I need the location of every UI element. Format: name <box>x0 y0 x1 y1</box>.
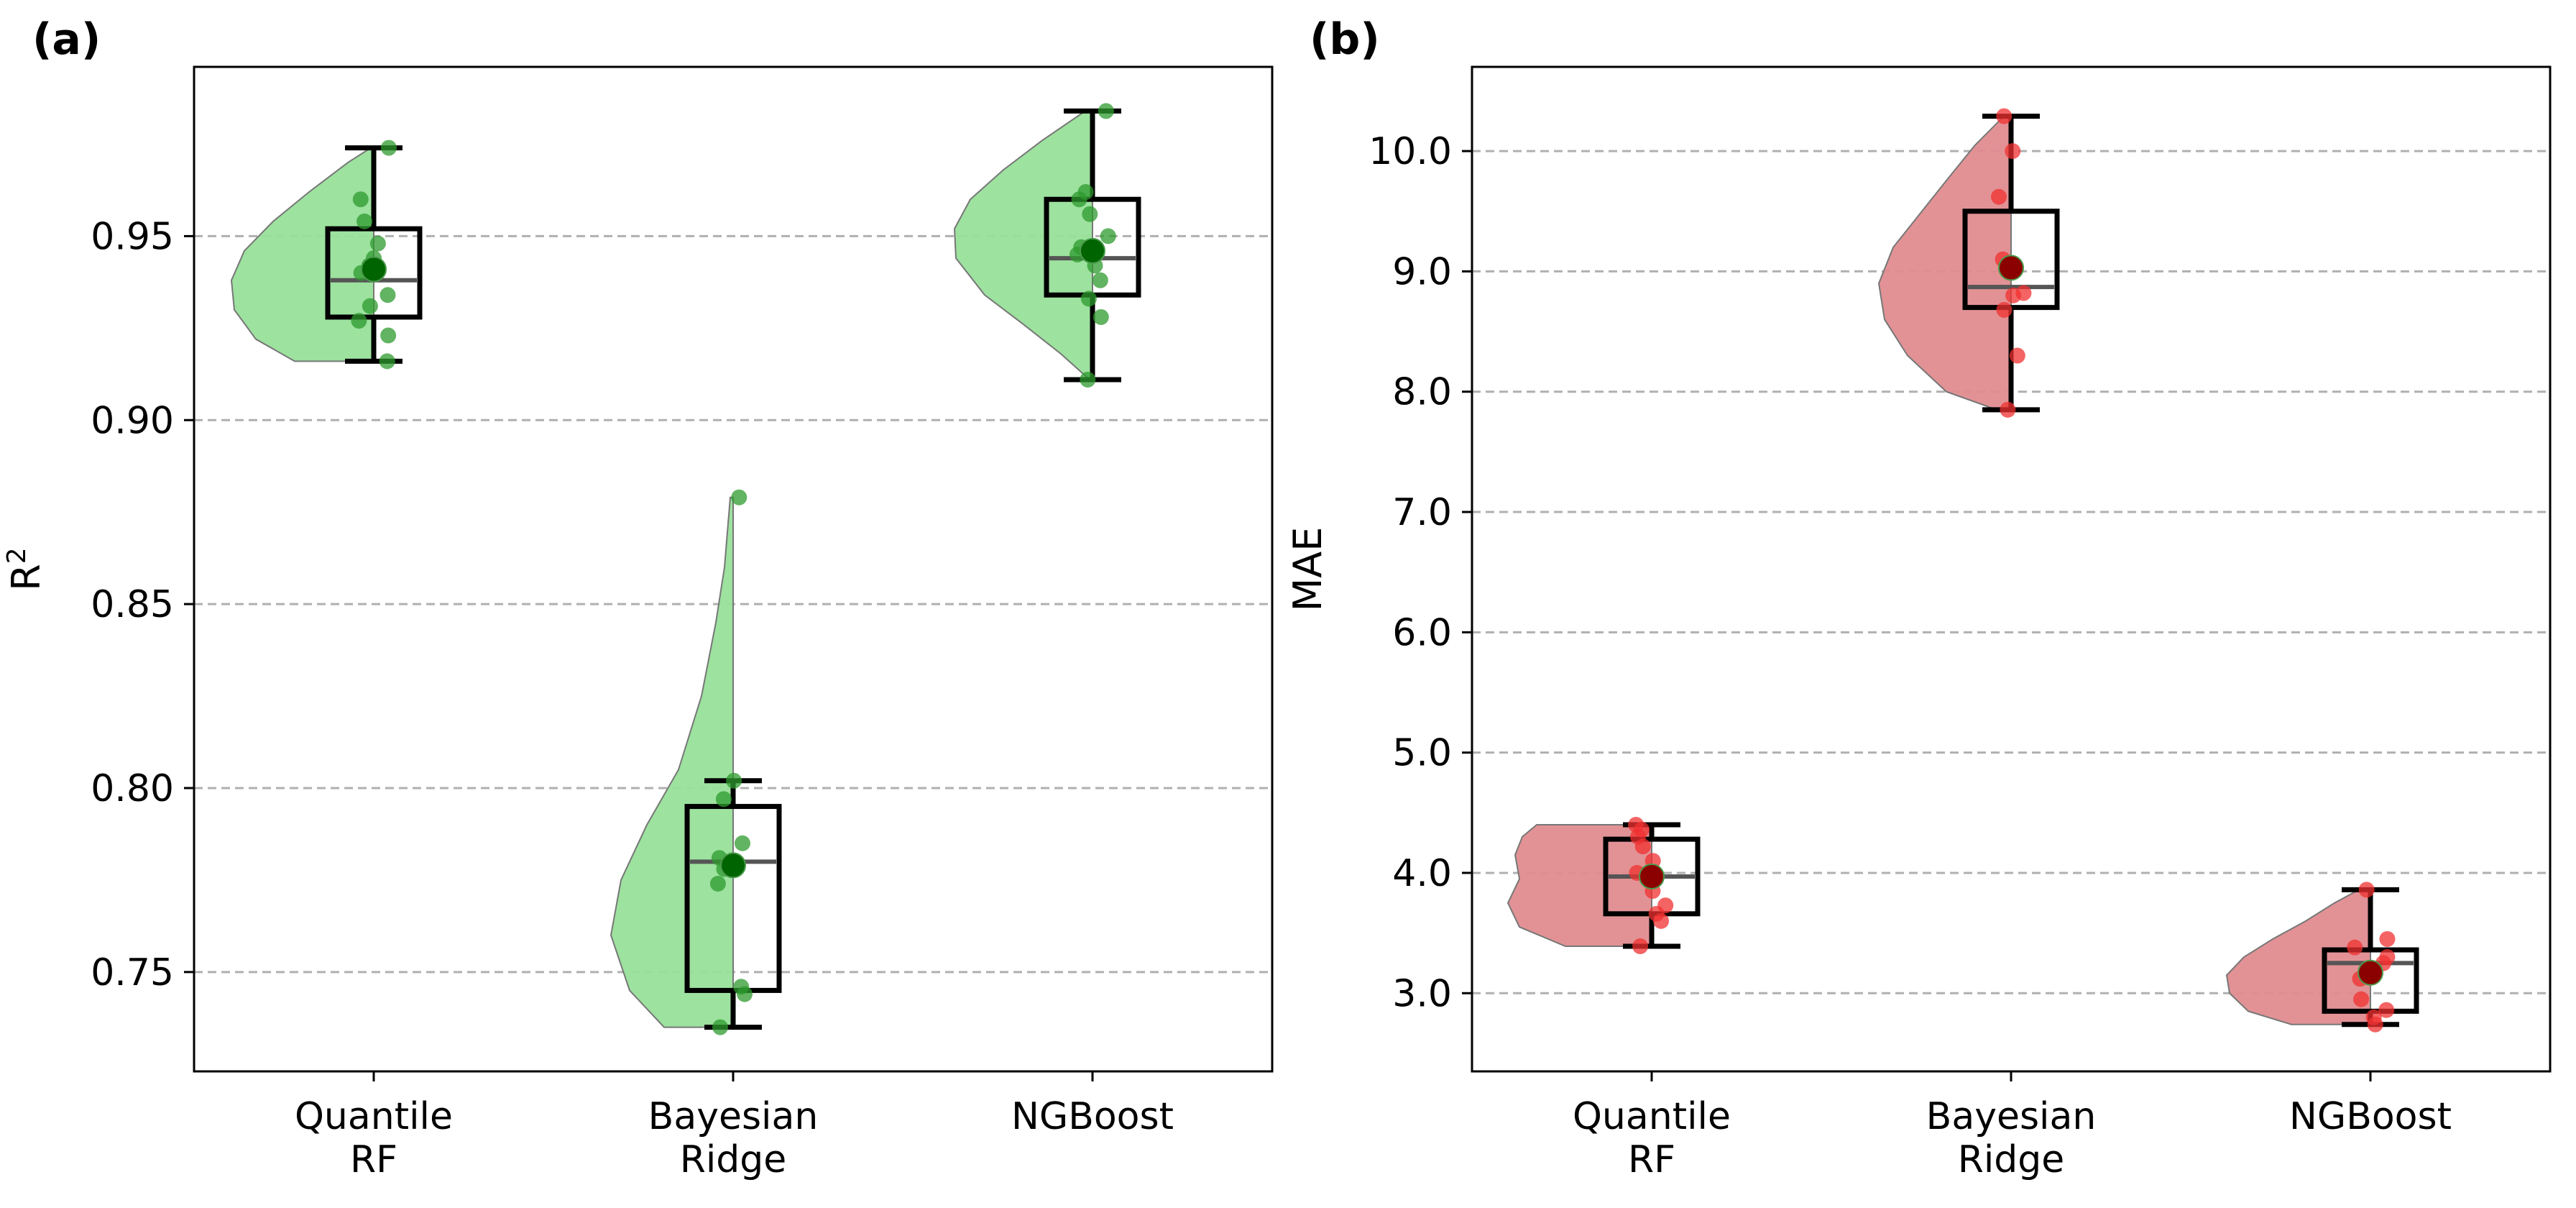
a-y-axis-label: R2 <box>2 547 50 590</box>
b-xtick-label-0-1: RF <box>1628 1138 1675 1181</box>
a-data-point-2-7 <box>1100 228 1116 244</box>
a-data-point-1-8 <box>726 772 742 789</box>
b-data-point-2-2 <box>2378 1002 2395 1018</box>
a-data-point-2-0 <box>1080 371 1096 388</box>
a-plot-frame <box>193 65 1274 1073</box>
b-xtick-label-2-0: NGBoost <box>2289 1095 2452 1138</box>
a-ytick-label-2: 0.85 <box>91 583 174 626</box>
b-data-point-1-4 <box>2015 285 2032 301</box>
a-data-point-0-11 <box>380 139 397 156</box>
b-xtick-label-0-0: Quantile <box>1573 1095 1731 1138</box>
a-xtick-label-1-1: Ridge <box>680 1138 787 1181</box>
b-plot-frame <box>1471 65 2552 1073</box>
b-data-point-0-3 <box>1657 897 1674 914</box>
b-ytick-label-5: 8.0 <box>1392 371 1452 414</box>
a-violin-1 <box>610 496 734 1028</box>
b-xtick-label-1-0: Bayesian <box>1926 1095 2097 1138</box>
b-data-point-1-1 <box>2009 347 2025 364</box>
b-ytick-label-3: 6.0 <box>1392 611 1452 654</box>
b-data-point-0-0 <box>1632 938 1649 955</box>
a-ytick-label-0: 0.75 <box>91 951 174 994</box>
b-data-point-1-10 <box>1996 108 2012 124</box>
a-data-point-1-6 <box>734 835 750 851</box>
a-mean-marker-2 <box>1080 237 1105 264</box>
a-y-axis-label-superscript: 2 <box>2 547 32 564</box>
a-ytick-label-4: 0.95 <box>91 215 174 258</box>
a-data-point-0-0 <box>379 353 395 370</box>
a-data-point-1-0 <box>712 1019 729 1035</box>
a-data-point-0-4 <box>380 287 396 303</box>
a-xtick-label-2-0: NGBoost <box>1011 1095 1174 1138</box>
b-data-point-1-2 <box>1996 301 2012 318</box>
a-data-point-2-1 <box>1092 308 1109 325</box>
b-data-point-2-1 <box>2365 1009 2382 1025</box>
a-data-point-2-10 <box>1077 183 1094 200</box>
b-data-point-2-9 <box>2379 930 2396 947</box>
b-data-point-0-11 <box>1628 817 1644 833</box>
a-panel-label: (a) <box>32 14 101 65</box>
a-mean-marker-1 <box>720 852 746 879</box>
b-mean-marker-2 <box>2358 959 2383 986</box>
a-xtick-label-1-0: Bayesian <box>648 1095 819 1138</box>
a-series-0 <box>230 139 423 370</box>
b-panel-label: (b) <box>1310 14 1380 65</box>
b-series-0 <box>1506 817 1701 955</box>
a-box-1 <box>684 804 782 993</box>
b-data-point-1-8 <box>1990 188 2007 205</box>
a-data-point-0-2 <box>351 313 367 329</box>
b-y-axis-label: MAE <box>1285 527 1330 612</box>
b-data-point-2-3 <box>2353 991 2370 1007</box>
a-data-point-0-3 <box>362 298 378 314</box>
a-data-point-2-3 <box>1092 272 1108 288</box>
b-data-point-2-8 <box>2347 939 2363 956</box>
a-ytick-label-1: 0.80 <box>91 767 174 810</box>
b-ytick-label-6: 9.0 <box>1392 250 1452 293</box>
a-series-2 <box>953 103 1141 388</box>
b-data-point-2-7 <box>2379 949 2396 966</box>
a-mean-marker-0 <box>361 256 387 283</box>
a-xtick-label-0-0: Quantile <box>295 1095 453 1138</box>
b-series-2 <box>2225 882 2419 1033</box>
b-ytick-label-4: 7.0 <box>1392 491 1452 534</box>
a-data-point-2-8 <box>1082 206 1098 222</box>
a-data-point-0-10 <box>352 191 369 208</box>
a-box-0 <box>325 226 423 320</box>
a-data-point-0-9 <box>356 213 373 229</box>
b-xtick-label-1-1: Ridge <box>1958 1138 2065 1181</box>
b-mean-marker-0 <box>1639 863 1665 889</box>
b-ytick-label-7: 10.0 <box>1368 130 1452 173</box>
a-data-point-1-9 <box>731 489 748 505</box>
a-data-point-1-2 <box>733 979 750 995</box>
b-ytick-label-2: 5.0 <box>1392 732 1452 775</box>
b-ytick-label-1: 4.0 <box>1392 852 1452 895</box>
a-data-point-0-1 <box>380 327 397 344</box>
b-ytick-label-0: 3.0 <box>1392 972 1452 1015</box>
a-series-1 <box>610 489 782 1035</box>
b-data-point-1-9 <box>2005 143 2021 160</box>
a-data-point-1-7 <box>715 791 732 807</box>
b-mean-marker-1 <box>1998 255 2024 281</box>
b-data-point-1-0 <box>2000 401 2016 418</box>
a-data-point-0-8 <box>369 235 386 252</box>
a-data-point-2-11 <box>1098 103 1114 119</box>
a-xtick-label-0-1: RF <box>350 1138 397 1181</box>
a-ytick-label-3: 0.90 <box>91 399 174 442</box>
a-data-point-1-3 <box>709 876 726 892</box>
b-data-point-2-10 <box>2358 882 2375 898</box>
a-data-point-2-2 <box>1080 290 1097 307</box>
b-series-1 <box>1877 108 2060 418</box>
